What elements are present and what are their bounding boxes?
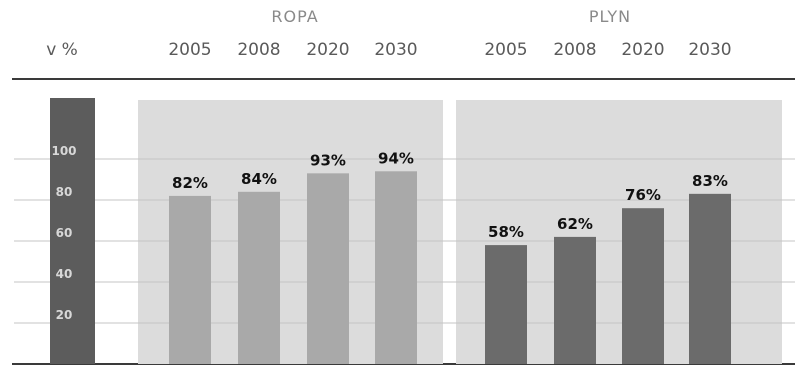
category-label: 2008 [237,40,280,60]
unit-label: v % [46,40,78,60]
y-tick-label: 20 [56,308,73,322]
y-tick-label: 100 [51,144,76,158]
chart-layer: 100 80 60 40 20 ROPA 2005 82% 2008 84% 2020 93% 2030… [14,7,795,364]
category-label: 2005 [168,40,211,60]
bar [238,191,280,364]
category-label: 2030 [688,40,731,60]
data-label: 76% [625,186,661,204]
y-tick-label: 40 [56,267,73,281]
y-tick-label: 80 [56,185,73,199]
data-label: 83% [692,172,728,190]
category-label: 2005 [484,40,527,60]
data-label: 84% [241,170,277,188]
bar [622,208,664,364]
group-title: ROPA [271,7,318,26]
bar [307,173,349,364]
data-label: 93% [310,151,346,169]
data-label: 94% [378,149,414,167]
bar [169,195,211,364]
category-label: 2020 [621,40,664,60]
data-label: 58% [488,223,524,241]
category-label: 2008 [553,40,596,60]
bar [375,171,417,364]
data-label: 82% [172,174,208,192]
category-label: 2020 [306,40,349,60]
axis-column [50,98,95,364]
y-tick-label: 60 [56,226,73,240]
bar [554,236,596,364]
category-label: 2030 [374,40,417,60]
bar [689,193,731,364]
bar [485,245,527,364]
group-title: PLYN [589,7,631,26]
data-label: 62% [557,215,593,233]
